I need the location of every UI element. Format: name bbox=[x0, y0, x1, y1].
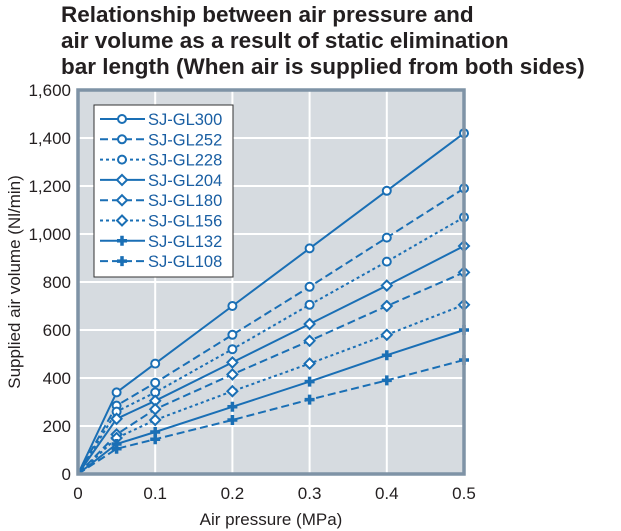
cross-marker bbox=[227, 401, 238, 412]
y-tick-label: 1,600 bbox=[28, 81, 71, 100]
x-tick-label: 0 bbox=[73, 484, 82, 503]
legend-label: SJ-GL156 bbox=[148, 213, 222, 231]
cross-marker bbox=[111, 443, 122, 454]
plot-frame bbox=[76, 88, 466, 476]
series-sj-gl204 bbox=[77, 239, 471, 475]
y-axis-label: Supplied air volume (Nl/min) bbox=[5, 175, 24, 389]
diamond-marker bbox=[110, 412, 124, 426]
circle-marker bbox=[304, 299, 315, 310]
y-tick-label: 400 bbox=[43, 369, 71, 388]
legend-label: SJ-GL180 bbox=[148, 192, 222, 210]
cross-marker bbox=[227, 415, 238, 425]
y-axis-ticks: 0 200 400 600 800 1,000 1,200 1,400 1,600 bbox=[28, 81, 71, 484]
diamond-marker bbox=[115, 193, 129, 207]
chart-title: Relationship between air pressure and ai… bbox=[61, 2, 621, 80]
y-tick-label: 0 bbox=[62, 465, 71, 484]
circle-marker bbox=[304, 243, 315, 254]
x-axis-ticks: 0 0.1 0.2 0.3 0.4 0.5 bbox=[73, 484, 476, 503]
series-sj-gl300 bbox=[77, 128, 469, 475]
x-tick-label: 0.4 bbox=[375, 484, 399, 503]
y-tick-label: 1,000 bbox=[28, 225, 71, 244]
circle-marker bbox=[304, 281, 315, 292]
legend-item-sj-gl252: SJ-GL252 bbox=[100, 131, 222, 149]
legend-label: SJ-GL132 bbox=[148, 233, 222, 251]
legend-item-sj-gl300: SJ-GL300 bbox=[100, 111, 222, 129]
circle-marker bbox=[117, 134, 127, 145]
legend-item-sj-gl204: SJ-GL204 bbox=[100, 172, 222, 190]
y-tick-label: 1,200 bbox=[28, 177, 71, 196]
diamond-marker bbox=[225, 367, 239, 381]
y-tick-label: 1,400 bbox=[28, 129, 71, 148]
x-tick-label: 0.2 bbox=[221, 484, 245, 503]
circle-marker bbox=[117, 114, 127, 124]
chart-title-line-3: bar length (When air is supplied from bo… bbox=[61, 54, 585, 79]
data-series bbox=[77, 128, 471, 475]
circle-marker bbox=[111, 387, 122, 398]
diamond-marker bbox=[225, 355, 239, 369]
cross-marker bbox=[381, 375, 392, 386]
diamond-marker bbox=[148, 413, 162, 427]
chart-title-line-1: Relationship between air pressure and bbox=[61, 2, 474, 27]
diamond-marker bbox=[380, 279, 394, 293]
circle-marker bbox=[227, 301, 238, 311]
legend-label: SJ-GL108 bbox=[148, 253, 222, 271]
legend-label: SJ-GL204 bbox=[148, 172, 222, 190]
circle-marker bbox=[381, 185, 392, 196]
cross-marker bbox=[381, 350, 392, 361]
legend-label: SJ-GL252 bbox=[148, 131, 222, 149]
cross-marker bbox=[150, 434, 161, 445]
legend-item-sj-gl108: SJ-GL108 bbox=[100, 253, 222, 271]
legend-item-sj-gl156: SJ-GL156 bbox=[100, 213, 222, 231]
diamond-marker bbox=[303, 357, 317, 371]
diamond-marker bbox=[303, 334, 317, 348]
legend-box bbox=[93, 104, 234, 278]
cross-marker bbox=[304, 394, 315, 405]
circle-marker bbox=[150, 358, 161, 369]
legend-item-sj-gl180: SJ-GL180 bbox=[100, 192, 222, 210]
circle-marker bbox=[227, 329, 238, 340]
x-tick-label: 0.5 bbox=[452, 484, 476, 503]
x-axis-label: Air pressure (MPa) bbox=[200, 510, 343, 529]
diamond-marker bbox=[303, 317, 317, 331]
cross-marker bbox=[304, 376, 315, 387]
diamond-marker bbox=[225, 384, 239, 398]
diamond-marker bbox=[115, 173, 129, 187]
cross-marker bbox=[117, 256, 127, 267]
legend: SJ-GL300 SJ-GL252 SJ-GL228 SJ-GL204 SJ-GL180… bbox=[93, 104, 234, 278]
chart-title-line-2: air volume as a result of static elimina… bbox=[61, 28, 509, 53]
circle-marker bbox=[117, 154, 127, 165]
y-tick-label: 800 bbox=[43, 273, 71, 292]
x-tick-label: 0.3 bbox=[298, 484, 322, 503]
cross-marker bbox=[117, 235, 127, 246]
legend-label: SJ-GL300 bbox=[148, 111, 222, 129]
diamond-marker bbox=[380, 299, 394, 313]
legend-item-sj-gl228: SJ-GL228 bbox=[100, 152, 222, 170]
circle-marker bbox=[227, 344, 238, 355]
diamond-marker bbox=[380, 328, 394, 342]
y-tick-label: 200 bbox=[43, 417, 71, 436]
circle-marker bbox=[381, 232, 392, 243]
legend-label: SJ-GL228 bbox=[148, 152, 222, 170]
y-tick-label: 600 bbox=[43, 321, 71, 340]
circle-marker bbox=[381, 256, 392, 267]
legend-item-sj-gl132: SJ-GL132 bbox=[100, 233, 222, 251]
circle-marker bbox=[150, 377, 161, 388]
diamond-marker bbox=[115, 214, 129, 227]
x-tick-label: 0.1 bbox=[143, 484, 167, 503]
